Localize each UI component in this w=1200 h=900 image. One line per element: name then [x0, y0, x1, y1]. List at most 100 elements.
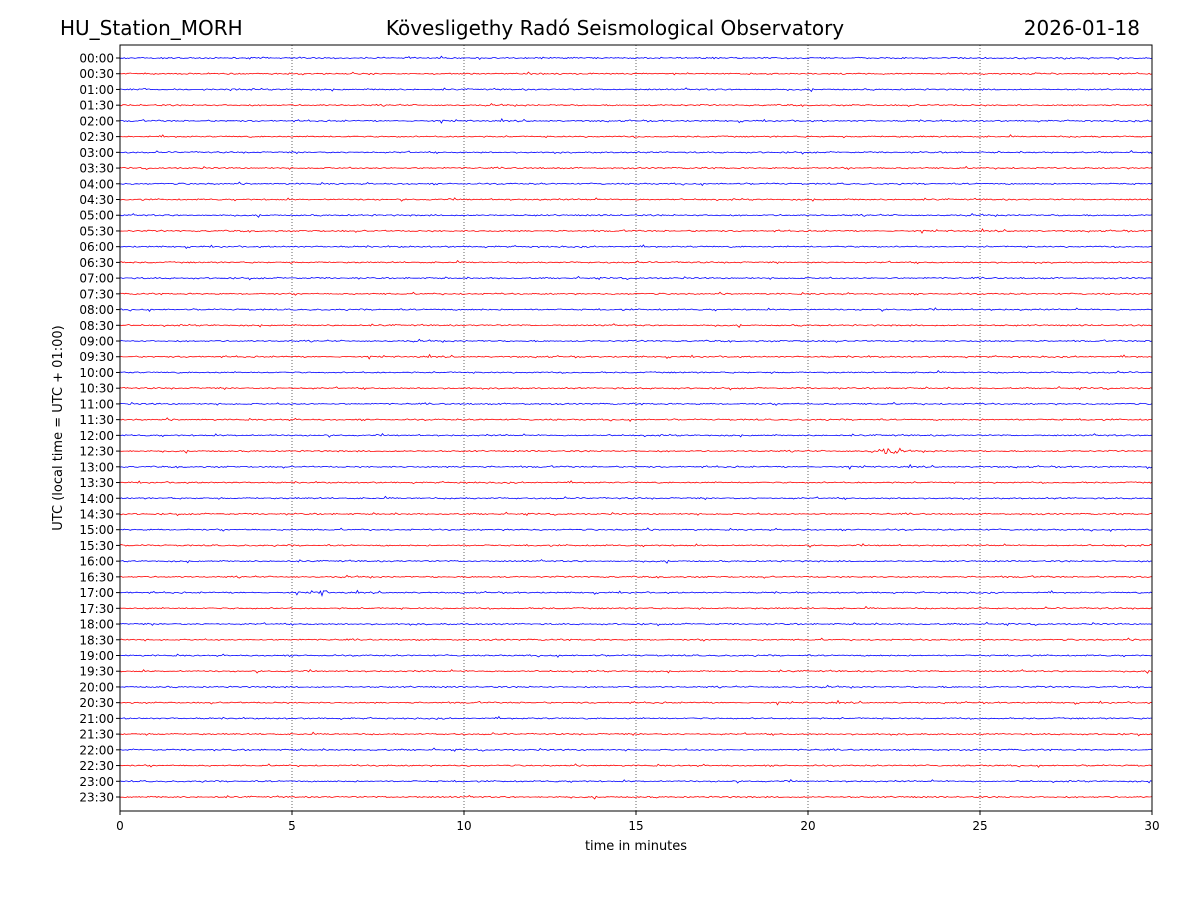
y-tick-label-14:00: 14:00 [79, 492, 114, 506]
trace-20:00 [119, 684, 1153, 689]
y-tick-label-07:00: 07:00 [79, 272, 114, 286]
y-tick-label-19:00: 19:00 [79, 649, 114, 663]
y-tick-label-12:30: 12:30 [79, 445, 114, 459]
y-tick-label-19:30: 19:30 [79, 665, 114, 679]
y-tick-label-17:00: 17:00 [79, 586, 114, 600]
y-tick-label-08:30: 08:30 [79, 319, 114, 333]
y-tick-label-15:00: 15:00 [79, 523, 114, 537]
y-tick-label-09:30: 09:30 [79, 350, 114, 364]
trace-08:00 [119, 307, 1152, 312]
y-axis-label: UTC (local time = UTC + 01:00) [51, 325, 66, 530]
trace-02:30 [119, 134, 1153, 139]
y-tick-label-20:00: 20:00 [79, 680, 114, 694]
y-tick-label-11:30: 11:30 [79, 413, 114, 427]
trace-14:00 [119, 495, 1153, 501]
y-tick-label-10:00: 10:00 [79, 366, 114, 380]
trace-19:00 [119, 653, 1153, 658]
trace-04:30 [119, 197, 1153, 202]
trace-21:00 [119, 715, 1152, 720]
trace-00:30 [119, 71, 1153, 76]
y-tick-label-06:00: 06:00 [79, 240, 114, 254]
trace-03:00 [120, 150, 1153, 155]
trace-21:30 [120, 731, 1153, 737]
trace-20:30 [119, 699, 1153, 706]
trace-04:00 [119, 181, 1153, 187]
y-tick-label-22:00: 22:00 [79, 743, 114, 757]
y-tick-label-07:30: 07:30 [79, 287, 114, 301]
trace-01:30 [119, 103, 1153, 108]
x-tick-label-10: 10 [456, 819, 471, 833]
trace-12:00 [119, 433, 1152, 438]
trace-22:30 [119, 763, 1153, 768]
trace-09:00 [119, 338, 1153, 343]
trace-15:00 [119, 527, 1153, 533]
y-tick-label-05:00: 05:00 [79, 209, 114, 223]
trace-09:30 [119, 353, 1153, 360]
y-tick-label-09:00: 09:00 [79, 335, 114, 349]
y-tick-label-13:30: 13:30 [79, 476, 114, 490]
y-tick-label-17:30: 17:30 [79, 602, 114, 616]
trace-10:30 [119, 385, 1153, 391]
y-tick-label-15:30: 15:30 [79, 539, 114, 553]
trace-13:00 [119, 463, 1153, 470]
y-tick-label-20:30: 20:30 [79, 696, 114, 710]
y-tick-label-06:30: 06:30 [79, 256, 114, 270]
x-axis-label: time in minutes [585, 839, 687, 854]
x-tick-label-20: 20 [800, 819, 815, 833]
y-tick-label-14:30: 14:30 [79, 507, 114, 521]
trace-13:30 [120, 480, 1153, 485]
y-tick-label-18:30: 18:30 [79, 633, 114, 647]
trace-17:00 [120, 589, 1153, 598]
x-tick-label-15: 15 [628, 819, 643, 833]
y-tick-label-05:30: 05:30 [79, 224, 114, 238]
trace-07:30 [119, 291, 1153, 296]
trace-01:00 [119, 87, 1153, 93]
x-tick-label-5: 5 [288, 819, 296, 833]
trace-00:00 [119, 55, 1153, 61]
trace-03:30 [119, 165, 1153, 170]
y-tick-label-00:00: 00:00 [79, 52, 114, 66]
y-tick-label-02:30: 02:30 [79, 130, 114, 144]
trace-05:30 [119, 228, 1153, 234]
trace-07:00 [120, 275, 1153, 281]
trace-18:00 [119, 621, 1153, 627]
x-tick-label-30: 30 [1144, 819, 1159, 833]
trace-19:30 [119, 668, 1153, 674]
trace-23:00 [119, 778, 1153, 784]
trace-18:30 [119, 637, 1153, 642]
x-tick-label-0: 0 [116, 819, 124, 833]
station-label: HU_Station_MORH [60, 16, 243, 40]
trace-05:00 [119, 212, 1153, 218]
trace-11:30 [119, 417, 1152, 422]
plot-frame [119, 44, 1153, 812]
observatory-title: Kövesligethy Radó Seismological Observat… [386, 16, 844, 40]
trace-23:30 [120, 794, 1153, 800]
y-tick-label-13:00: 13:00 [79, 460, 114, 474]
y-tick-label-22:30: 22:30 [79, 759, 114, 773]
trace-08:30 [119, 323, 1153, 328]
trace-22:00 [119, 747, 1153, 752]
y-tick-label-23:00: 23:00 [79, 775, 114, 789]
y-tick-label-11:00: 11:00 [79, 397, 114, 411]
y-tick-label-01:30: 01:30 [79, 99, 114, 113]
trace-17:30 [119, 605, 1153, 610]
trace-06:00 [119, 244, 1153, 250]
trace-14:30 [119, 511, 1153, 517]
trace-06:30 [119, 259, 1152, 265]
trace-12:30 [119, 447, 1152, 455]
y-tick-label-10:30: 10:30 [79, 382, 114, 396]
y-tick-label-03:30: 03:30 [79, 162, 114, 176]
trace-16:00 [119, 559, 1153, 564]
y-tick-label-18:00: 18:00 [79, 618, 114, 632]
date-label: 2026-01-18 [1024, 16, 1140, 40]
y-tick-label-03:00: 03:00 [79, 146, 114, 160]
y-tick-label-00:30: 00:30 [79, 67, 114, 81]
x-tick-label-25: 25 [972, 819, 987, 833]
seismogram-traces [119, 55, 1153, 800]
y-tick-label-02:00: 02:00 [79, 114, 114, 128]
y-tick-label-04:30: 04:30 [79, 193, 114, 207]
trace-16:30 [119, 574, 1153, 579]
